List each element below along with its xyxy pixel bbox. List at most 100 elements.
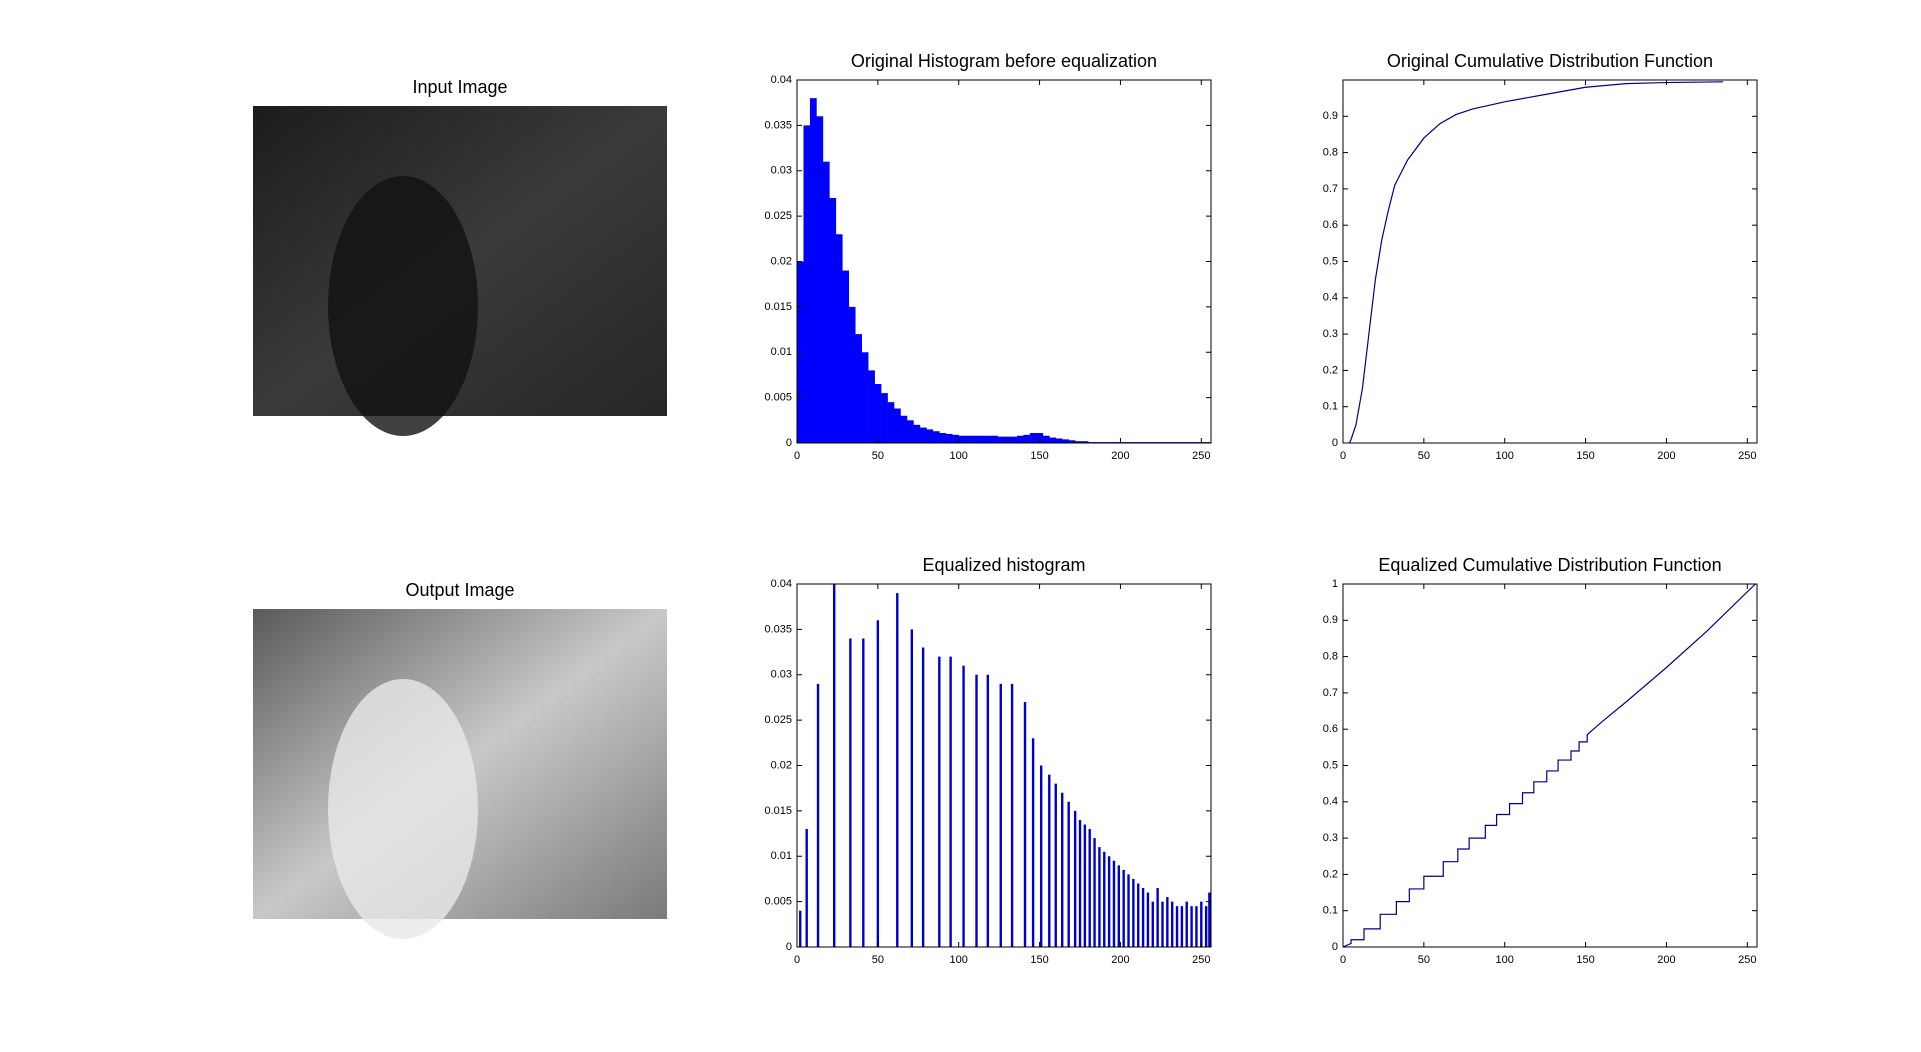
y-tick-label: 0.3 xyxy=(1323,832,1338,844)
bar xyxy=(913,424,921,443)
y-tick-label: 0.1 xyxy=(1323,401,1338,413)
y-tick-label: 0.7 xyxy=(1323,183,1338,195)
plot-area xyxy=(797,98,1211,443)
y-tick-label: 0.03 xyxy=(771,669,792,681)
y-tick-label: 0.02 xyxy=(771,759,792,771)
bar xyxy=(1081,441,1089,443)
bar xyxy=(1023,434,1031,443)
bar xyxy=(1075,441,1082,443)
x-tick-label: 250 xyxy=(1738,954,1756,966)
bar xyxy=(952,434,960,443)
y-tick-label: 0.3 xyxy=(1323,328,1338,340)
plot-area xyxy=(1343,584,1756,947)
x-tick-label: 250 xyxy=(1192,450,1210,462)
bar xyxy=(971,435,979,443)
bar xyxy=(868,370,875,443)
image-detail xyxy=(328,679,478,939)
x-tick-label: 0 xyxy=(1340,954,1346,966)
bar xyxy=(997,436,1005,443)
y-tick-label: 0.02 xyxy=(771,255,792,267)
bar xyxy=(900,415,908,443)
bar xyxy=(894,408,901,443)
y-tick-label: 0.4 xyxy=(1323,292,1338,304)
subplot: Original Histogram before equalization 0 5… xyxy=(764,51,1212,462)
bar xyxy=(881,393,888,443)
y-tick-label: 0.015 xyxy=(764,805,792,817)
bar xyxy=(1016,435,1024,443)
x-tick-label: 100 xyxy=(950,954,968,966)
bar xyxy=(926,429,934,443)
plot-area xyxy=(799,584,1211,947)
y-tick-label: 0.1 xyxy=(1323,905,1338,917)
subplot: Output Image xyxy=(253,580,667,939)
bar xyxy=(958,435,966,443)
bar xyxy=(848,306,856,443)
x-tick-label: 0 xyxy=(794,450,800,462)
bar xyxy=(861,352,869,443)
chart-title: Input Image xyxy=(412,77,507,97)
chart-title: Output Image xyxy=(405,580,514,600)
y-tick-label: 0.005 xyxy=(764,896,792,908)
bar xyxy=(803,125,811,443)
x-tick-label: 100 xyxy=(950,450,968,462)
y-tick-label: 0.6 xyxy=(1323,219,1338,231)
y-tick-label: 0.035 xyxy=(764,623,792,635)
bar xyxy=(906,420,914,443)
axes-box xyxy=(1342,583,1758,948)
x-tick-label: 150 xyxy=(1030,954,1048,966)
bar xyxy=(1062,439,1069,443)
y-tick-label: 0 xyxy=(1332,941,1338,953)
bar xyxy=(1042,435,1050,443)
chart-title: Equalized Cumulative Distribution Functi… xyxy=(1378,555,1721,575)
bar xyxy=(1010,436,1018,443)
bar xyxy=(984,435,992,443)
x-tick-label: 250 xyxy=(1738,450,1756,462)
bar xyxy=(965,435,972,443)
y-tick-label: 0 xyxy=(786,941,792,953)
x-tick-label: 200 xyxy=(1657,954,1675,966)
bar xyxy=(919,427,927,443)
y-tick-label: 0.01 xyxy=(771,850,792,862)
subplot: Equalized histogram 0 50 100 150 200 250 0 0.005… xyxy=(764,555,1212,966)
subplot: Input Image xyxy=(253,77,667,436)
x-tick-label: 50 xyxy=(872,450,884,462)
bar xyxy=(855,334,862,443)
x-tick-label: 250 xyxy=(1192,954,1210,966)
bar xyxy=(822,161,830,443)
y-tick-label: 0.005 xyxy=(764,392,792,404)
line xyxy=(1343,584,1756,947)
subplot: Original Cumulative Distribution Functio… xyxy=(1323,51,1758,462)
y-tick-label: 0.03 xyxy=(771,165,792,177)
bar xyxy=(874,384,882,443)
y-tick-label: 0.2 xyxy=(1323,868,1338,880)
x-tick-label: 50 xyxy=(1418,954,1430,966)
bar xyxy=(829,197,837,443)
x-tick-label: 200 xyxy=(1657,450,1675,462)
bar xyxy=(978,435,985,443)
y-tick-label: 1 xyxy=(1332,578,1338,590)
x-tick-label: 100 xyxy=(1496,954,1514,966)
y-tick-label: 0.2 xyxy=(1323,364,1338,376)
bar xyxy=(835,234,843,443)
bar xyxy=(1029,433,1037,443)
y-tick-label: 0.04 xyxy=(771,578,792,590)
bar xyxy=(816,116,824,443)
bar xyxy=(945,433,953,443)
bar xyxy=(991,435,998,443)
x-tick-label: 150 xyxy=(1576,450,1594,462)
y-tick-label: 0.015 xyxy=(764,301,792,313)
plot-area xyxy=(1348,81,1724,443)
y-tick-label: 0.8 xyxy=(1323,651,1338,663)
bar xyxy=(887,402,895,443)
bar xyxy=(1004,436,1011,443)
bar xyxy=(932,431,940,443)
x-tick-label: 100 xyxy=(1496,450,1514,462)
y-tick-label: 0.5 xyxy=(1323,759,1338,771)
y-tick-label: 0.5 xyxy=(1323,255,1338,267)
bar xyxy=(1068,440,1076,443)
x-tick-label: 150 xyxy=(1576,954,1594,966)
bar xyxy=(809,98,817,443)
chart-title: Original Histogram before equalization xyxy=(851,51,1157,71)
